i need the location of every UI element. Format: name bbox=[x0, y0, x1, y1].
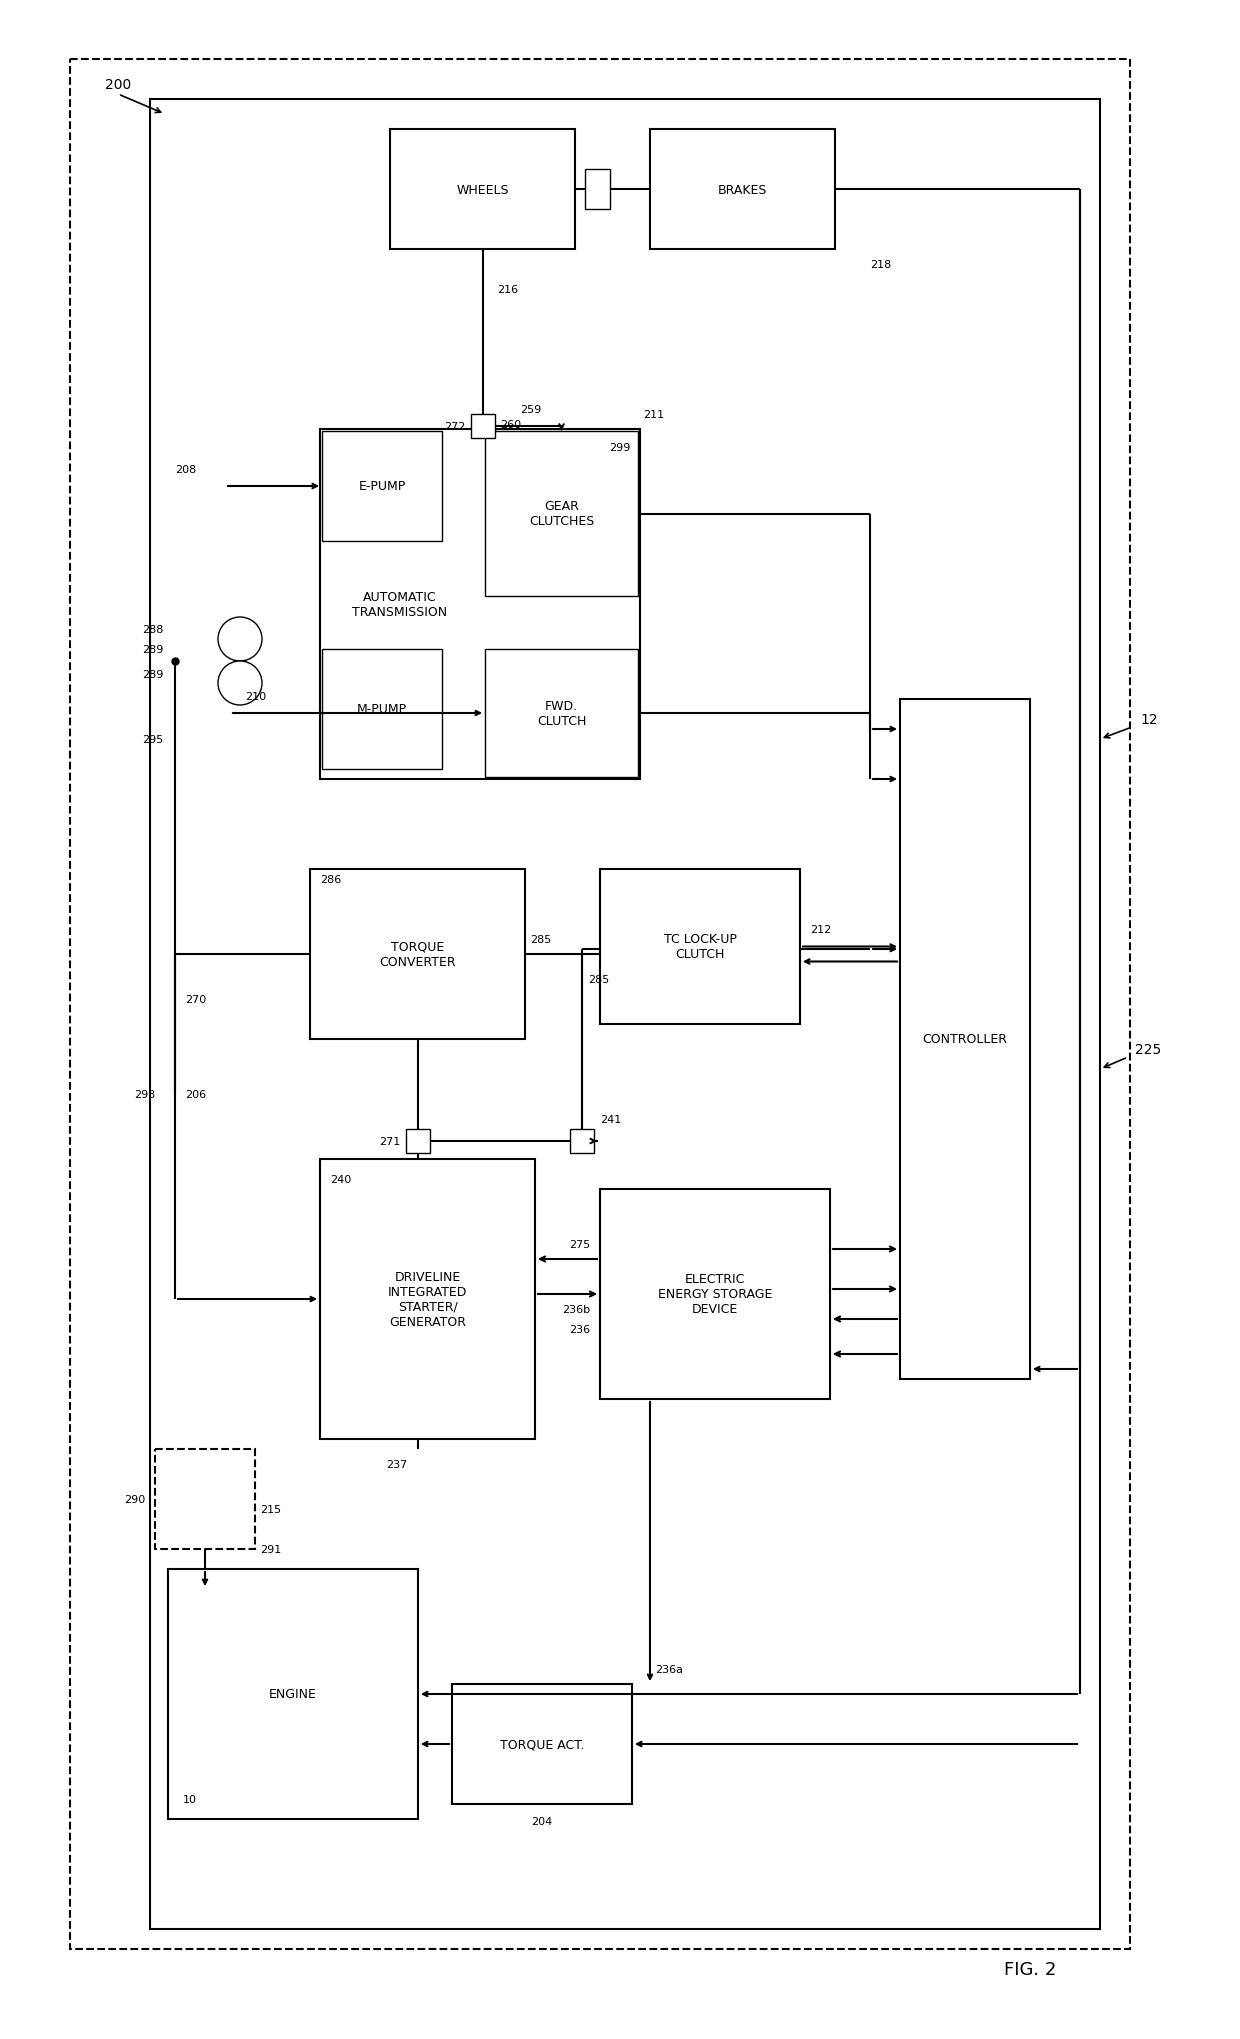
Bar bbox=[322, 650, 441, 769]
Text: 241: 241 bbox=[600, 1115, 621, 1123]
Bar bbox=[900, 699, 1030, 1378]
Bar bbox=[453, 1684, 632, 1805]
Text: 236: 236 bbox=[569, 1325, 590, 1334]
Text: 290: 290 bbox=[124, 1495, 145, 1505]
Text: 237: 237 bbox=[386, 1460, 408, 1470]
Text: 212: 212 bbox=[810, 926, 831, 936]
Bar bbox=[320, 1160, 534, 1440]
Bar bbox=[470, 414, 495, 438]
Text: 275: 275 bbox=[569, 1240, 590, 1250]
Text: 206: 206 bbox=[185, 1089, 206, 1099]
Text: 299: 299 bbox=[609, 442, 630, 453]
Bar bbox=[600, 869, 800, 1024]
Text: 204: 204 bbox=[532, 1817, 553, 1827]
Text: 208: 208 bbox=[175, 465, 196, 475]
Text: 216: 216 bbox=[497, 285, 518, 296]
Text: ENGINE: ENGINE bbox=[269, 1688, 317, 1701]
Bar bbox=[310, 869, 525, 1040]
Bar bbox=[391, 130, 575, 251]
Text: 270: 270 bbox=[185, 995, 206, 1005]
Text: 236a: 236a bbox=[655, 1664, 683, 1674]
Text: 211: 211 bbox=[644, 410, 665, 420]
Bar bbox=[320, 430, 640, 779]
Text: 260: 260 bbox=[501, 420, 522, 430]
Text: M-PUMP: M-PUMP bbox=[357, 703, 407, 716]
Text: 285: 285 bbox=[529, 934, 552, 944]
Text: 295: 295 bbox=[141, 734, 162, 744]
Bar bbox=[600, 1189, 830, 1399]
Bar bbox=[322, 432, 441, 542]
Bar bbox=[405, 1130, 429, 1154]
Text: TORQUE
CONVERTER: TORQUE CONVERTER bbox=[379, 940, 456, 969]
Text: 271: 271 bbox=[379, 1136, 401, 1146]
Bar bbox=[150, 100, 1100, 1929]
Bar bbox=[650, 130, 835, 251]
Bar bbox=[485, 432, 639, 597]
Text: 225: 225 bbox=[1135, 1042, 1161, 1056]
Text: 291: 291 bbox=[260, 1544, 281, 1554]
Text: 236b: 236b bbox=[562, 1305, 590, 1315]
Text: 285: 285 bbox=[588, 975, 609, 985]
Circle shape bbox=[218, 663, 262, 705]
Text: 10: 10 bbox=[184, 1794, 197, 1805]
Text: WHEELS: WHEELS bbox=[456, 184, 508, 196]
Text: 289: 289 bbox=[141, 669, 162, 679]
Text: 200: 200 bbox=[105, 77, 131, 92]
Bar bbox=[585, 169, 610, 210]
Text: ELECTRIC
ENERGY STORAGE
DEVICE: ELECTRIC ENERGY STORAGE DEVICE bbox=[657, 1272, 773, 1315]
Text: TORQUE ACT.: TORQUE ACT. bbox=[500, 1737, 584, 1752]
Text: AUTOMATIC
TRANSMISSION: AUTOMATIC TRANSMISSION bbox=[352, 591, 448, 618]
Text: GEAR
CLUTCHES: GEAR CLUTCHES bbox=[529, 500, 594, 528]
Text: 288: 288 bbox=[141, 624, 162, 634]
Text: 240: 240 bbox=[330, 1174, 351, 1185]
Bar bbox=[155, 1450, 255, 1550]
Bar bbox=[570, 1130, 594, 1154]
Bar bbox=[485, 650, 639, 777]
Text: FIG. 2: FIG. 2 bbox=[1004, 1959, 1056, 1978]
Text: FWD.
CLUTCH: FWD. CLUTCH bbox=[537, 699, 587, 728]
Text: TC LOCK-UP
CLUTCH: TC LOCK-UP CLUTCH bbox=[663, 934, 737, 960]
Text: E-PUMP: E-PUMP bbox=[358, 481, 405, 493]
Text: 215: 215 bbox=[260, 1505, 281, 1515]
Text: 210: 210 bbox=[246, 691, 267, 701]
Text: 293: 293 bbox=[134, 1089, 155, 1099]
Text: 289: 289 bbox=[141, 644, 162, 655]
Text: BRAKES: BRAKES bbox=[718, 184, 768, 196]
Text: DRIVELINE
INTEGRATED
STARTER/
GENERATOR: DRIVELINE INTEGRATED STARTER/ GENERATOR bbox=[388, 1270, 467, 1327]
Text: 286: 286 bbox=[320, 875, 341, 885]
Text: CONTROLLER: CONTROLLER bbox=[923, 1034, 1008, 1046]
Text: 272: 272 bbox=[444, 422, 465, 432]
Text: 12: 12 bbox=[1140, 714, 1158, 726]
Bar bbox=[167, 1570, 418, 1819]
Circle shape bbox=[218, 618, 262, 663]
Bar bbox=[69, 59, 1130, 1949]
Text: 259: 259 bbox=[521, 406, 542, 414]
Text: 218: 218 bbox=[870, 259, 892, 269]
